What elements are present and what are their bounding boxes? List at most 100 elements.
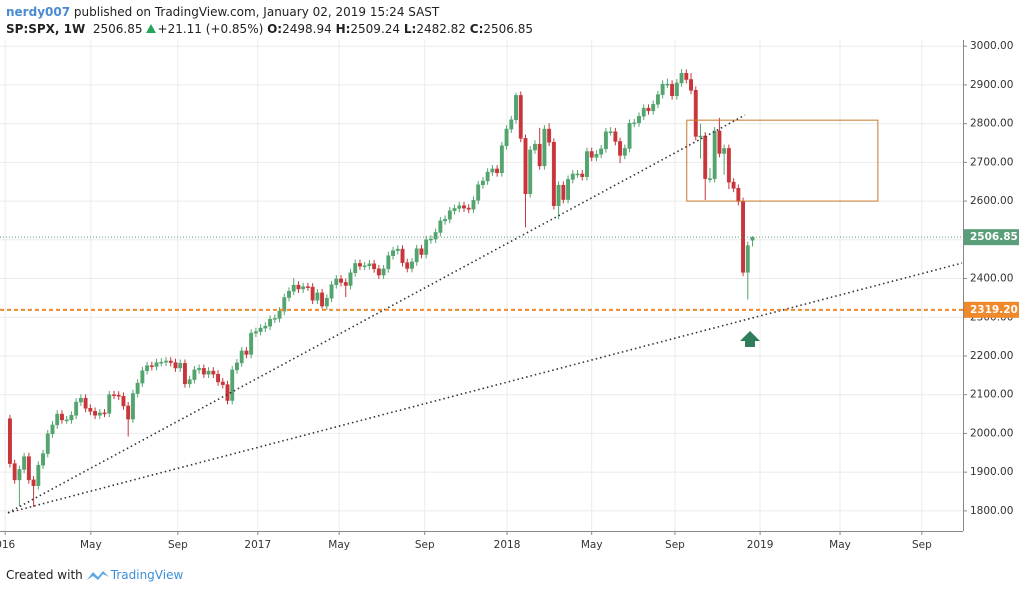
candle-body bbox=[130, 393, 135, 420]
candle-body bbox=[537, 143, 542, 167]
candle-body bbox=[622, 148, 627, 156]
candle-body bbox=[182, 363, 187, 385]
candle-body bbox=[225, 384, 230, 401]
candle-body bbox=[249, 332, 254, 355]
candle-body bbox=[703, 135, 708, 179]
candle-body bbox=[386, 255, 391, 270]
candle-body bbox=[36, 464, 41, 486]
candle-body bbox=[443, 219, 448, 222]
ohlc-value: 2509.24 bbox=[350, 22, 401, 36]
candle-body bbox=[722, 148, 727, 154]
candle-body bbox=[717, 130, 722, 154]
candle-body bbox=[646, 107, 651, 112]
candle-body bbox=[589, 151, 594, 158]
arrow-up bbox=[740, 331, 760, 347]
candle-body bbox=[367, 263, 372, 267]
x-tick-label: May bbox=[80, 539, 102, 551]
candle-body bbox=[395, 248, 400, 251]
candle-body bbox=[287, 291, 291, 298]
y-tick-label: 2800.00 bbox=[970, 118, 1013, 130]
y-tick-label: 1800.00 bbox=[970, 505, 1013, 517]
candle-body bbox=[381, 268, 386, 276]
candle-body bbox=[452, 208, 457, 212]
y-tick-label: 2600.00 bbox=[970, 195, 1013, 207]
candle-body bbox=[192, 369, 197, 380]
candle-body bbox=[745, 245, 750, 273]
candle-body bbox=[637, 116, 641, 124]
candle-body bbox=[438, 220, 443, 233]
candle-body bbox=[608, 131, 613, 134]
candle-body bbox=[357, 263, 362, 267]
candle-body bbox=[433, 232, 438, 240]
candle-body bbox=[655, 94, 660, 105]
candle-body bbox=[731, 181, 736, 189]
candle-body bbox=[689, 79, 693, 91]
candle-body bbox=[712, 130, 717, 179]
candle-body bbox=[509, 119, 514, 130]
candle-body bbox=[140, 370, 145, 384]
candle-body bbox=[244, 350, 249, 355]
candle-body bbox=[211, 370, 216, 375]
candle-body bbox=[253, 331, 258, 334]
ohlc-value: 2482.82 bbox=[416, 22, 466, 36]
candle-body bbox=[528, 149, 533, 194]
candle-body bbox=[26, 456, 31, 481]
candle-body bbox=[400, 248, 405, 263]
y-tick-label: 3000.00 bbox=[970, 40, 1013, 52]
candle-body bbox=[320, 292, 325, 307]
candle-body bbox=[31, 479, 36, 486]
candle-body bbox=[660, 83, 665, 95]
ohlc-value: 2498.94 bbox=[282, 22, 332, 36]
y-tick-label: 1900.00 bbox=[970, 466, 1013, 478]
y-tick-label: 2400.00 bbox=[970, 273, 1013, 285]
candle-body bbox=[69, 414, 74, 421]
candle-body bbox=[580, 173, 585, 177]
x-tick-label: May bbox=[829, 539, 851, 551]
candle-body bbox=[674, 82, 679, 97]
price-label: 2319.20 bbox=[970, 304, 1018, 316]
candle-body bbox=[93, 411, 98, 416]
candle-body bbox=[135, 382, 140, 394]
candle-body bbox=[216, 373, 220, 383]
candle-body bbox=[206, 370, 211, 375]
candle-body bbox=[64, 419, 69, 422]
candle-body bbox=[457, 205, 462, 209]
candle-body bbox=[551, 141, 556, 206]
candle-body bbox=[480, 180, 485, 186]
candle-body bbox=[391, 250, 396, 256]
candle-body bbox=[197, 368, 202, 371]
candle-body bbox=[22, 456, 27, 470]
candle-body bbox=[726, 148, 731, 183]
candle-body bbox=[343, 282, 348, 286]
y-tick-label: 2900.00 bbox=[970, 79, 1013, 91]
candle-body bbox=[7, 418, 12, 464]
user: nerdy007 bbox=[6, 5, 71, 19]
logo bbox=[86, 571, 109, 580]
candle-body bbox=[324, 298, 329, 307]
candle-body bbox=[603, 131, 608, 150]
candle-body bbox=[575, 173, 580, 176]
candle-body bbox=[201, 368, 206, 375]
grid bbox=[0, 40, 963, 531]
ohlc-value: 2506.85 bbox=[483, 22, 533, 36]
candle-body bbox=[542, 128, 547, 167]
candle-body bbox=[693, 90, 698, 137]
candle-body bbox=[263, 325, 268, 329]
candle-body bbox=[291, 284, 296, 292]
up-triangle bbox=[145, 24, 156, 33]
candle-body bbox=[547, 128, 552, 143]
candle-body bbox=[556, 184, 561, 206]
candle-body bbox=[230, 369, 235, 401]
change: +21.11 (+0.85%) bbox=[157, 22, 264, 36]
candle-body bbox=[490, 168, 495, 173]
published: published on TradingView.com, January 02… bbox=[73, 5, 440, 19]
candle-body bbox=[499, 145, 504, 174]
x-tick-label: Sep bbox=[665, 539, 685, 551]
candle-body bbox=[235, 362, 239, 371]
candle-body bbox=[296, 284, 301, 290]
candle-body bbox=[348, 272, 353, 286]
candle-body bbox=[178, 363, 183, 369]
candle-body bbox=[362, 265, 367, 268]
candle-body bbox=[78, 397, 83, 403]
candle-body bbox=[708, 178, 712, 180]
